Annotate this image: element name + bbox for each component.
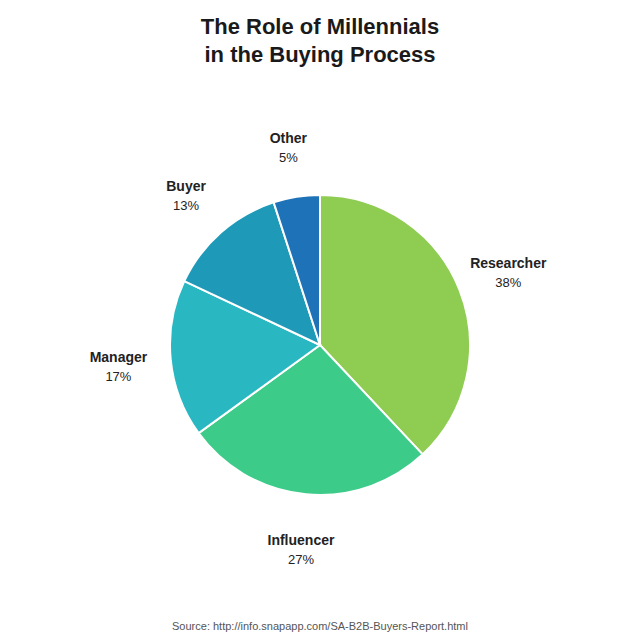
chart-svg: The Role of Millennialsin the Buying Pro… [0,0,640,640]
data-label: 38% [495,275,521,290]
data-label: 13% [173,198,199,213]
slice-label: Manager [90,349,148,365]
data-label: 5% [279,150,298,165]
slice-label: Influencer [267,532,334,548]
chart-title: The Role of Millennialsin the Buying Pro… [201,14,439,67]
label-group: Researcher 38% Influencer 27% Manager 17% Buye… [90,130,547,567]
slice-label: Buyer [166,178,206,194]
slice-label: Researcher [470,255,547,271]
pie-group [170,195,470,495]
source-note: Source: http://info.snapapp.com/SA-B2B-B… [172,620,468,632]
data-label: 17% [105,369,131,384]
data-label: 27% [288,552,314,567]
pie-slice [274,195,320,345]
slice-label: Other [270,130,308,146]
